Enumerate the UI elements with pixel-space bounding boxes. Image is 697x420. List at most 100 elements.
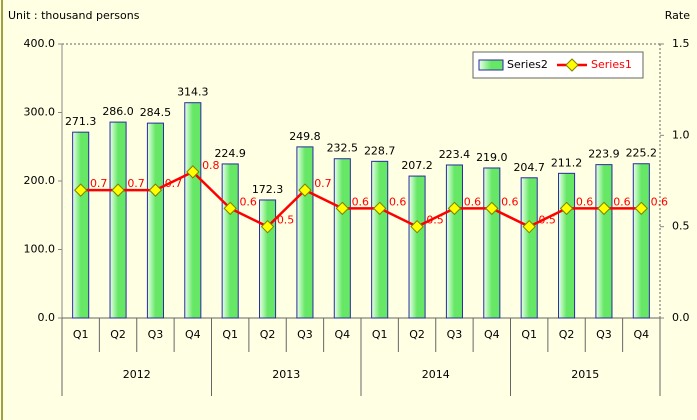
y2-axis-label: Rate bbox=[665, 9, 690, 22]
line-value-label: 0.5 bbox=[538, 214, 556, 227]
line-marker bbox=[223, 201, 237, 216]
bar-value-label: 172.3 bbox=[252, 183, 284, 196]
line-value-label: 0.5 bbox=[426, 214, 444, 227]
line-value-label: 0.6 bbox=[389, 195, 407, 208]
x-tick-label: Q2 bbox=[559, 328, 575, 341]
x-tick-label: Q4 bbox=[334, 328, 350, 341]
x-tick-label: Q4 bbox=[633, 328, 649, 341]
x-tick-label: Q1 bbox=[372, 328, 388, 341]
x-tick-label: Q1 bbox=[222, 328, 238, 341]
legend-label: Series1 bbox=[591, 58, 632, 71]
line-marker bbox=[148, 183, 163, 197]
line-marker bbox=[260, 219, 275, 234]
bar bbox=[259, 199, 277, 319]
line-marker bbox=[111, 183, 125, 197]
bar-value-label: 271.3 bbox=[65, 115, 97, 128]
y-axis-label: Unit : thousand persons bbox=[8, 9, 140, 22]
x-group-label: 2014 bbox=[422, 368, 450, 381]
bar-value-label: 219.0 bbox=[476, 151, 508, 164]
x-tick-label: Q1 bbox=[521, 328, 537, 341]
x-tick-label: Q4 bbox=[484, 328, 500, 341]
line-value-label: 0.6 bbox=[651, 195, 669, 208]
bar-value-label: 286.0 bbox=[102, 105, 134, 118]
line-value-label: 0.8 bbox=[202, 159, 220, 172]
line-value-label: 0.6 bbox=[352, 195, 370, 208]
bar-value-label: 284.5 bbox=[140, 106, 172, 119]
bar-value-label: 223.9 bbox=[588, 148, 620, 161]
bar bbox=[520, 177, 538, 319]
y-tick-label: 400.0 bbox=[24, 37, 56, 50]
x-tick-label: Q3 bbox=[596, 328, 612, 341]
bar bbox=[371, 160, 389, 319]
line-marker bbox=[634, 201, 649, 216]
line bbox=[80, 170, 642, 229]
y-tick-label: 200.0 bbox=[24, 174, 56, 187]
bar bbox=[445, 164, 463, 319]
line-value-label: 0.6 bbox=[613, 195, 631, 208]
line-value-label: 0.5 bbox=[277, 214, 295, 227]
bar-value-label: 224.9 bbox=[214, 147, 246, 160]
bar bbox=[296, 146, 314, 319]
x-tick-label: Q3 bbox=[148, 328, 164, 341]
bar-value-label: 314.3 bbox=[177, 86, 209, 99]
x-tick-label: Q3 bbox=[297, 328, 313, 341]
line-value-label: 0.6 bbox=[501, 195, 519, 208]
x-tick-label: Q1 bbox=[73, 328, 89, 341]
line-marker bbox=[447, 201, 462, 216]
x-group-label: 2015 bbox=[571, 368, 599, 381]
line-value-label: 0.7 bbox=[314, 177, 332, 190]
bar bbox=[109, 121, 127, 319]
bar-value-label: 249.8 bbox=[289, 130, 321, 143]
line-marker bbox=[186, 165, 200, 179]
line-marker bbox=[372, 201, 387, 216]
line-value-label: 0.7 bbox=[165, 177, 183, 190]
bar bbox=[483, 167, 501, 319]
line-marker bbox=[522, 219, 536, 234]
y2-tick-label: 1.0 bbox=[672, 128, 690, 141]
bar bbox=[595, 164, 613, 319]
y-tick-label: 0.0 bbox=[38, 311, 56, 324]
line-marker bbox=[597, 201, 611, 216]
y-tick-label: 100.0 bbox=[24, 243, 56, 256]
line-marker bbox=[335, 201, 350, 216]
legend-marker bbox=[565, 58, 579, 72]
line-value-label: 0.7 bbox=[90, 177, 108, 190]
bar bbox=[72, 131, 90, 319]
bar bbox=[558, 172, 576, 319]
x-tick-label: Q4 bbox=[185, 328, 201, 341]
x-group-label: 2012 bbox=[123, 368, 151, 381]
x-tick-label: Q3 bbox=[447, 328, 463, 341]
line-value-label: 0.6 bbox=[239, 195, 257, 208]
legend-swatch bbox=[478, 59, 504, 71]
line-marker bbox=[298, 183, 312, 197]
line-value-label: 0.6 bbox=[576, 195, 594, 208]
x-tick-label: Q2 bbox=[260, 328, 276, 341]
line-marker bbox=[73, 183, 88, 197]
bar-value-label: 211.2 bbox=[551, 156, 583, 169]
bar bbox=[632, 163, 650, 319]
y2-tick-label: 0.0 bbox=[672, 311, 690, 324]
bar bbox=[146, 122, 164, 319]
x-group-label: 2013 bbox=[272, 368, 300, 381]
bar bbox=[221, 163, 239, 319]
line-value-label: 0.6 bbox=[464, 195, 482, 208]
x-tick-label: Q2 bbox=[110, 328, 126, 341]
bar-value-label: 223.4 bbox=[439, 148, 471, 161]
bar bbox=[184, 102, 202, 319]
bar bbox=[333, 158, 351, 319]
bar-value-label: 232.5 bbox=[327, 142, 359, 155]
bar bbox=[408, 175, 426, 319]
y-tick-label: 300.0 bbox=[24, 106, 56, 119]
y2-tick-label: 0.5 bbox=[672, 220, 690, 233]
y2-tick-label: 1.5 bbox=[672, 37, 690, 50]
line-value-label: 0.7 bbox=[127, 177, 145, 190]
legend-label: Series2 bbox=[507, 58, 548, 71]
line-marker bbox=[559, 201, 574, 216]
line-marker bbox=[485, 201, 499, 216]
bar-value-label: 207.2 bbox=[401, 159, 433, 172]
x-tick-label: Q2 bbox=[409, 328, 425, 341]
line-marker bbox=[410, 219, 424, 234]
bar-value-label: 204.7 bbox=[513, 161, 545, 174]
bar-value-label: 228.7 bbox=[364, 144, 396, 157]
